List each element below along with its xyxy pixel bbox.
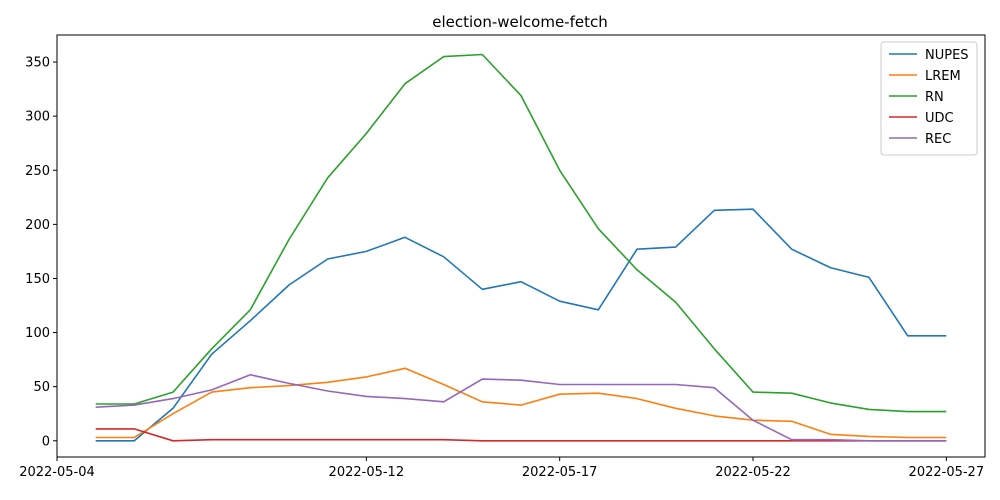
y-tick-label: 350	[25, 56, 50, 71]
legend-label-lrem: LREM	[925, 69, 961, 84]
legend-label-rn: RN	[925, 90, 944, 105]
x-tick-label: 2022-05-22	[715, 465, 791, 480]
y-tick-label: 300	[25, 110, 50, 125]
y-tick-label: 50	[33, 380, 50, 395]
plot-area	[95, 53, 947, 442]
x-tick-label: 2022-05-27	[909, 465, 985, 480]
series-line-rec	[95, 373, 947, 442]
legend-label-rec: REC	[925, 132, 951, 147]
series-line-nupes	[95, 208, 947, 442]
x-tick-label: 2022-05-17	[522, 465, 598, 480]
x-tick-label: 2022-05-04	[19, 465, 95, 480]
series-line-lrem	[95, 367, 947, 439]
axes: 0 50 100 150 200 250 300 350 2022-05-04 2022-05-1…	[19, 34, 986, 480]
x-tick-label: 2022-05-12	[329, 465, 405, 480]
y-tick-label: 200	[25, 218, 50, 233]
legend: NUPES LREM RN UDC REC	[880, 41, 978, 156]
legend-label-nupes: NUPES	[925, 48, 969, 63]
y-tick-label: 150	[25, 272, 50, 287]
chart-title: election-welcome-fetch	[432, 13, 608, 31]
y-tick-label: 0	[42, 434, 50, 449]
series-line-udc	[95, 428, 947, 442]
legend-box	[880, 41, 978, 156]
y-tick-label: 250	[25, 164, 50, 179]
y-tick-label: 100	[25, 326, 50, 341]
axes-frame	[56, 34, 986, 458]
series-line-rn	[95, 53, 947, 413]
legend-label-udc: UDC	[925, 111, 954, 126]
